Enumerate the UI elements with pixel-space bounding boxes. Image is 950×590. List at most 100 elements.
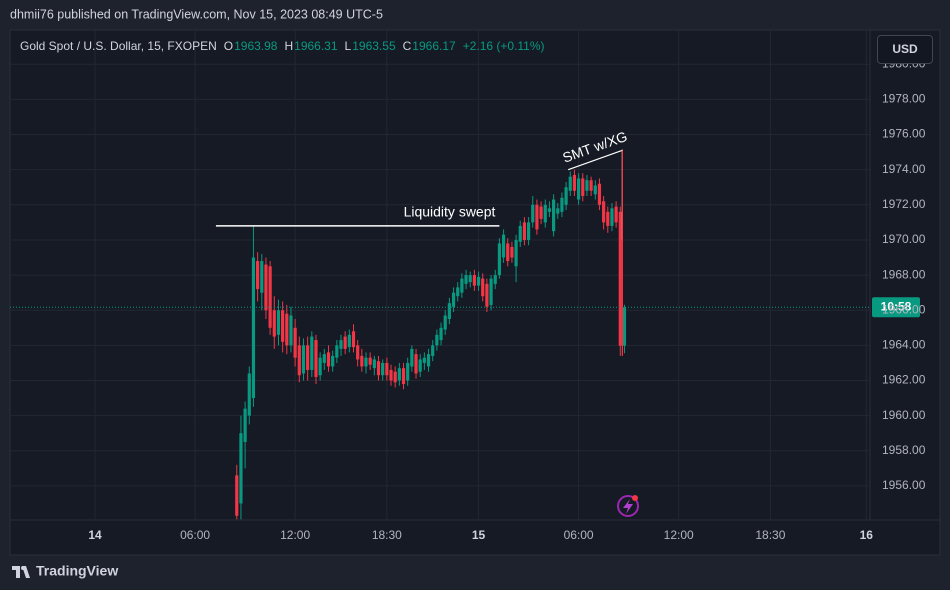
- candle-body: [310, 336, 314, 370]
- x-tick-label: 16: [860, 528, 874, 542]
- candle-body: [385, 362, 389, 376]
- candle-body: [556, 208, 560, 214]
- y-tick-label: 1966.00: [882, 302, 926, 316]
- candle-body: [360, 355, 364, 367]
- candle-body: [368, 357, 372, 365]
- candle-body: [610, 208, 614, 226]
- x-tick-label: 18:30: [755, 528, 785, 542]
- candle-body: [422, 357, 426, 363]
- candle-body: [518, 225, 522, 242]
- y-tick-label: 1958.00: [882, 443, 926, 457]
- annotation-text: Liquidity swept: [404, 204, 496, 220]
- symbol: Gold Spot / U.S. Dollar, 15, FXOPEN: [20, 39, 217, 53]
- candle-body: [506, 243, 510, 262]
- close-label: C: [402, 39, 412, 53]
- candle-body: [489, 278, 493, 305]
- candle-body: [406, 362, 410, 381]
- candle-body: [314, 340, 318, 377]
- candle-body: [276, 310, 281, 335]
- candle-body: [351, 331, 356, 348]
- candle-body: [322, 354, 326, 363]
- candle-body: [589, 180, 593, 191]
- candle-body: [293, 327, 297, 358]
- candle-body: [331, 355, 335, 367]
- low-value: 1963.55: [352, 39, 396, 53]
- candle-body: [243, 408, 247, 442]
- candles: [235, 169, 627, 520]
- candle-body: [622, 307, 627, 346]
- candle-body: [301, 345, 306, 374]
- logo-dot: [21, 566, 25, 570]
- candle-body: [564, 187, 568, 205]
- candle-body: [356, 345, 360, 360]
- candle-body: [560, 197, 564, 212]
- chart-panel: [9, 29, 941, 556]
- candle-body: [264, 264, 268, 311]
- y-tick-label: 1964.00: [882, 338, 926, 352]
- open-value: 1963.98: [234, 39, 278, 53]
- candle-body: [481, 278, 485, 297]
- candle-body: [443, 315, 447, 330]
- y-tick-label: 1976.00: [882, 127, 926, 141]
- candle-body: [247, 373, 251, 416]
- candle-body: [347, 334, 351, 348]
- candle-body: [281, 310, 285, 342]
- header-bar: [0, 0, 950, 30]
- bolt: [623, 499, 633, 514]
- candle-body: [497, 243, 502, 276]
- candle-body: [289, 315, 293, 346]
- candle-body: [397, 368, 401, 381]
- currency-button[interactable]: USD: [877, 35, 933, 64]
- y-tick-label: 1960.00: [882, 408, 926, 422]
- candle-body: [401, 368, 406, 385]
- candle-body: [439, 327, 443, 341]
- candle-body: [414, 354, 418, 374]
- candle-body: [539, 206, 543, 219]
- y-tick-label: 1978.00: [882, 92, 926, 106]
- candle-body: [543, 204, 547, 223]
- y-tick-label: 1956.00: [882, 478, 926, 492]
- candle-body: [410, 348, 414, 367]
- candle-body: [235, 475, 239, 516]
- candle-body: [456, 287, 460, 297]
- candle-body: [376, 361, 381, 376]
- candle-body: [239, 433, 243, 504]
- candle-body: [593, 185, 597, 195]
- change-value: +2.16 (+0.11%): [462, 39, 545, 53]
- candle-body: [614, 206, 618, 223]
- candle-body: [251, 257, 256, 399]
- x-tick-label: 14: [88, 528, 102, 542]
- candle-body: [339, 340, 343, 349]
- candle-body: [568, 176, 572, 191]
- candle-body: [535, 204, 539, 230]
- candle-body: [272, 310, 276, 337]
- high-value: 1966.31: [294, 39, 338, 53]
- candle-body: [447, 303, 451, 320]
- y-tick-label: 1962.00: [882, 373, 926, 387]
- candle-body: [501, 234, 506, 258]
- candle-body: [335, 345, 339, 358]
- bolt-dot: [632, 495, 638, 501]
- candle-body: [510, 246, 514, 258]
- candle-body: [597, 183, 602, 205]
- candle-body: [526, 222, 531, 240]
- candle-body: [451, 292, 456, 307]
- candle-body: [256, 261, 260, 290]
- candle-body: [547, 208, 552, 212]
- candle-body: [306, 345, 310, 370]
- axes: 1956.00 1958.00 1960.00 1962.00 1964.00 1966.…: [88, 56, 925, 542]
- bolt-icon: [617, 495, 639, 517]
- close-value: 1966.17: [412, 39, 456, 53]
- candle-body: [493, 275, 497, 284]
- candle-body: [522, 222, 527, 240]
- candle-body: [460, 278, 464, 293]
- candle-body: [531, 204, 535, 223]
- bolt-ring: [617, 495, 639, 517]
- last-price-box: [872, 297, 920, 318]
- candle-body: [381, 362, 385, 376]
- last-price-label: 10:58: [881, 299, 912, 313]
- candle-body: [326, 352, 331, 367]
- candle-body: [602, 201, 606, 223]
- candle-body: [618, 211, 622, 346]
